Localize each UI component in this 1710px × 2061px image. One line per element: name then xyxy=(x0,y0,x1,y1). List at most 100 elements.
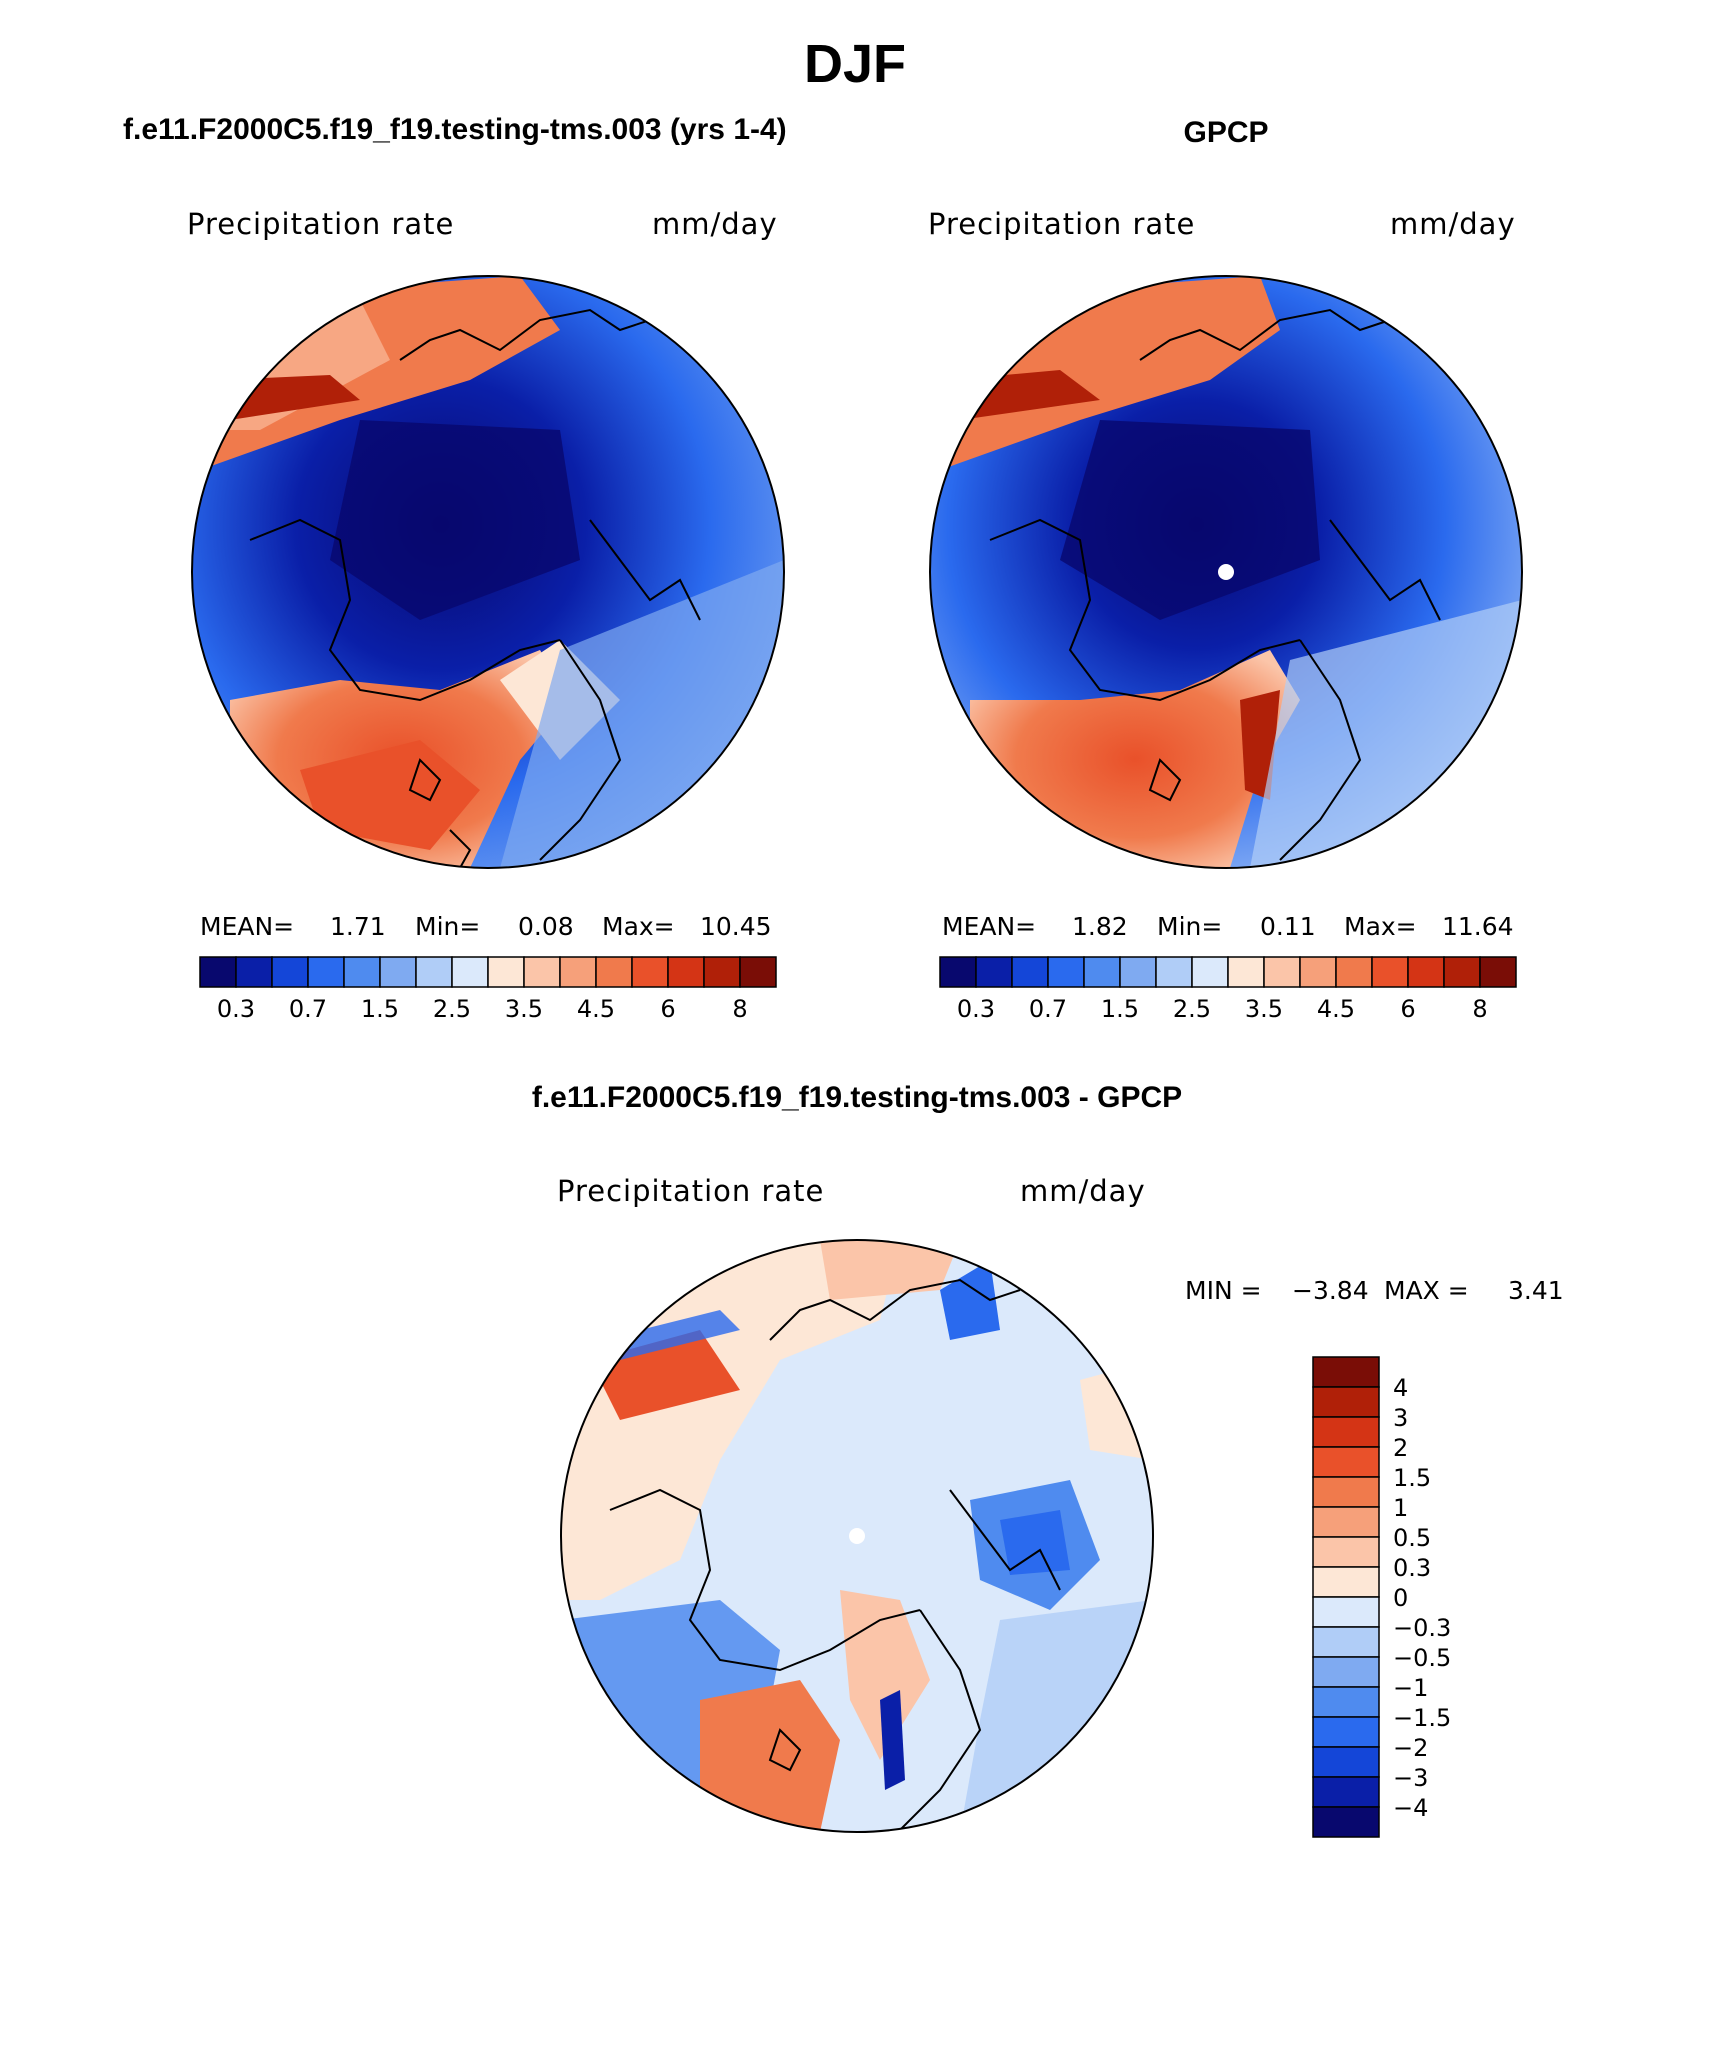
season-title: DJF xyxy=(804,34,906,94)
model-max-label: Max= xyxy=(602,912,675,941)
svg-text:MEAN= 1.82 Min=: MEAN= 1.82 Min= 0.11 Max= 11.64 xyxy=(942,912,1514,941)
diff-title: f.e11.F2000C5.f19_f19.testing-tms.003 - … xyxy=(532,1081,1182,1114)
diff-panel: Precipitation rate mm/day xyxy=(557,1174,1564,1838)
diff-colorbar-tick-label: −1 xyxy=(1393,1674,1428,1702)
diff-colorbar-swatch xyxy=(1312,1686,1380,1718)
obs-panel: Precipitation rate mm/day MEAN= 1.82 Min… xyxy=(928,207,1523,1023)
model-polar-map xyxy=(192,276,784,868)
model-colorbar-tick-label: 4.5 xyxy=(577,995,615,1023)
model-colorbar-swatch xyxy=(379,956,417,988)
obs-variable-label: Precipitation rate xyxy=(928,207,1195,241)
model-variable-label: Precipitation rate xyxy=(187,207,454,241)
diff-coastlines xyxy=(609,1278,1061,1831)
diff-colorbar-swatch xyxy=(1312,1806,1380,1838)
model-colorbar-tick-label: 6 xyxy=(660,995,675,1023)
diff-colorbar-tick-label: 0 xyxy=(1393,1584,1408,1612)
model-colorbar-tick-label: 0.3 xyxy=(217,995,255,1023)
model-colorbar-tick-label: 8 xyxy=(732,995,747,1023)
diff-colorbar-tick-label: −0.3 xyxy=(1393,1614,1451,1642)
obs-colorbar-swatch xyxy=(975,956,1013,988)
model-colorbar-swatch xyxy=(631,956,669,988)
obs-colorbar-tick-label: 0.3 xyxy=(957,995,995,1023)
obs-colorbar-swatch xyxy=(1479,956,1517,988)
obs-colorbar: 0.3 0.7 1.5 2.5 3.5 4.5 6 8 xyxy=(939,956,1517,1023)
diff-colorbar-swatch xyxy=(1312,1596,1380,1628)
model-colorbar-tick-label: 1.5 xyxy=(361,995,399,1023)
obs-mean-label: MEAN= xyxy=(942,912,1036,941)
obs-max-value: 11.64 xyxy=(1442,912,1514,941)
obs-case-title: GPCP xyxy=(1183,116,1268,149)
diff-colorbar-swatch xyxy=(1312,1746,1380,1778)
obs-colorbar-swatch xyxy=(1155,956,1193,988)
model-colorbar-tick-label: 0.7 xyxy=(289,995,327,1023)
obs-colorbar-tick-label: 1.5 xyxy=(1101,995,1139,1023)
model-units-label: mm/day xyxy=(652,207,778,241)
diff-colorbar-tick-label: −0.5 xyxy=(1393,1644,1451,1672)
obs-colorbar-swatch xyxy=(1443,956,1481,988)
obs-max-label: Max= xyxy=(1344,912,1417,941)
diff-colorbar-tick-label: 3 xyxy=(1393,1404,1408,1432)
svg-text:MIN = −3.84 MAX =: MIN = −3.84 MAX = 3.41 xyxy=(1185,1276,1564,1305)
diff-colorbar-tick-label: 4 xyxy=(1393,1374,1408,1402)
model-colorbar-swatch xyxy=(667,956,705,988)
obs-colorbar-swatch xyxy=(1299,956,1337,988)
model-colorbar-swatch xyxy=(703,956,741,988)
model-min-value: 0.08 xyxy=(518,912,574,941)
model-colorbar-swatch xyxy=(235,956,273,988)
obs-colorbar-tick-label: 0.7 xyxy=(1029,995,1067,1023)
obs-units-label: mm/day xyxy=(1390,207,1516,241)
obs-colorbar-swatch xyxy=(1011,956,1049,988)
diff-colorbar-swatch xyxy=(1312,1446,1380,1478)
model-colorbar-swatch xyxy=(523,956,561,988)
model-max-value: 10.45 xyxy=(700,912,772,941)
diff-colorbar-tick-label: 0.5 xyxy=(1393,1524,1431,1552)
diff-colorbar-swatch xyxy=(1312,1476,1380,1508)
diff-colorbar-swatch xyxy=(1312,1626,1380,1658)
diff-colorbar-tick-label: −3 xyxy=(1393,1764,1428,1792)
obs-min-value: 0.11 xyxy=(1260,912,1316,941)
obs-colorbar-swatch xyxy=(1227,956,1265,988)
obs-colorbar-swatch xyxy=(1083,956,1121,988)
diff-colorbar-swatch xyxy=(1312,1506,1380,1538)
diff-europe-positive-band xyxy=(700,1680,840,1832)
obs-min-label: Min= xyxy=(1157,912,1222,941)
diff-colorbar-tick-label: 1.5 xyxy=(1393,1464,1431,1492)
obs-colorbar-swatch xyxy=(1047,956,1085,988)
diff-colorbar-swatch xyxy=(1312,1656,1380,1688)
obs-colorbar-tick-label: 6 xyxy=(1400,995,1415,1023)
model-case-title: f.e11.F2000C5.f19_f19.testing-tms.003 (y… xyxy=(123,113,787,146)
model-coastlines xyxy=(249,308,701,868)
diff-colorbar-swatch xyxy=(1312,1386,1380,1418)
obs-map-outline xyxy=(929,275,1523,869)
diff-min-value: −3.84 xyxy=(1292,1276,1369,1305)
model-colorbar-tick-label: 3.5 xyxy=(505,995,543,1023)
diff-min-label: MIN = xyxy=(1185,1276,1262,1305)
obs-colorbar-tick-label: 2.5 xyxy=(1173,995,1211,1023)
obs-colorbar-tick-label: 4.5 xyxy=(1317,995,1355,1023)
diff-colorbar-tick-label: 2 xyxy=(1393,1434,1408,1462)
diff-colorbar-swatch xyxy=(1312,1536,1380,1568)
diff-colorbar-tick-label: 1 xyxy=(1393,1494,1408,1522)
model-colorbar-tick-label: 2.5 xyxy=(433,995,471,1023)
diff-colorbar-swatch xyxy=(1312,1566,1380,1598)
obs-colorbar-tick-label: 8 xyxy=(1472,995,1487,1023)
diff-colorbar-tick-label: −1.5 xyxy=(1393,1704,1451,1732)
diff-pole-marker xyxy=(849,1528,865,1544)
diff-max-value: 3.41 xyxy=(1508,1276,1564,1305)
model-mean-label: MEAN= xyxy=(200,912,294,941)
svg-text:MEAN= 1.71 Min=: MEAN= 1.71 Min= 0.08 Max= 10.45 xyxy=(200,912,772,941)
model-colorbar-swatch xyxy=(271,956,309,988)
model-panel: Precipitation rate mm/day MEAN= 1.71 Min… xyxy=(187,207,785,1023)
obs-colorbar-swatch xyxy=(939,956,977,988)
diff-units-label: mm/day xyxy=(1020,1174,1146,1208)
model-colorbar-swatch xyxy=(343,956,381,988)
obs-mean-value: 1.82 xyxy=(1072,912,1128,941)
obs-colorbar-swatch xyxy=(1371,956,1409,988)
model-colorbar-swatch xyxy=(451,956,489,988)
model-colorbar-swatch xyxy=(595,956,633,988)
diff-map-outline xyxy=(560,1239,1154,1833)
diff-colorbar-swatch xyxy=(1312,1416,1380,1448)
model-map-outline xyxy=(191,275,785,869)
